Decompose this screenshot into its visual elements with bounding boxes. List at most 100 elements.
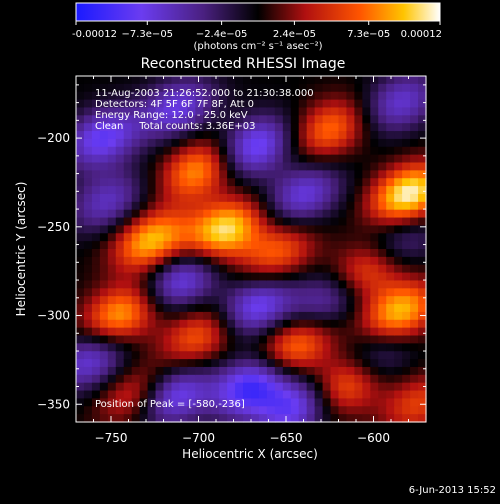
heatmap-cell [322,99,332,109]
heatmap-cell [139,249,149,258]
heatmap-cell [123,233,133,242]
heatmap-cell [298,374,308,384]
heatmap-cell [155,162,165,171]
heatmap-cell [131,154,141,164]
heatmap-cell [402,233,411,242]
heatmap-cell [314,280,324,289]
heatmap-cell [394,264,403,274]
heatmap-cell [251,280,260,289]
heatmap-cell [139,225,149,234]
heatmap-cell [410,374,419,384]
heatmap-cell [378,366,387,376]
heatmap-cell [306,390,316,400]
heatmap-cell [91,209,101,219]
heatmap-cell [370,162,379,171]
heatmap-cell [386,311,395,321]
heatmap-cell [227,343,236,352]
heatmap-cell [131,91,141,101]
heatmap-cell [227,217,236,227]
heatmap-cell [179,343,188,352]
heatmap-cell [394,304,403,313]
heatmap-cell [274,115,284,124]
heatmap-cell [258,280,268,289]
heatmap-cell [83,83,93,93]
heatmap-cell [235,304,244,313]
heatmap-cell [195,414,204,423]
heatmap-cell [139,209,149,219]
heatmap-cell [179,390,188,400]
heatmap-cell [274,217,284,227]
heatmap-cell [227,233,236,242]
heatmap-cell [147,343,157,352]
heatmap-cell [330,154,340,164]
heatmap-cell [386,288,395,297]
colorbar-tick-label: 7.3e−05 [347,29,390,40]
heatmap-cell [362,406,371,415]
heatmap-cell [107,304,117,313]
heatmap-cell [187,209,196,219]
heatmap-cell [290,225,300,234]
heatmap-cell [322,241,332,250]
heatmap-cell [290,406,300,415]
heatmap-cell [314,351,324,360]
heatmap-cell [258,209,268,219]
heatmap-cell [362,335,371,344]
heatmap-cell [243,193,252,203]
heatmap-cell [115,414,125,423]
heatmap-cell [227,288,236,297]
heatmap-cell [139,83,149,93]
heatmap-cell [91,319,101,329]
heatmap-cell [76,217,85,227]
heatmap-cell [266,225,276,234]
heatmap-cell [163,398,173,407]
heatmap-cell [362,193,371,203]
heatmap-cell [346,406,355,415]
heatmap-cell [274,256,284,266]
heatmap-cell [251,311,260,321]
heatmap-cell [338,414,348,423]
heatmap-cell [147,123,157,132]
heatmap-cell [298,99,308,109]
heatmap-cell [266,209,276,219]
heatmap-cell [370,296,379,305]
heatmap-cell [139,115,149,124]
heatmap-cell [171,146,180,156]
heatmap-cell [179,241,188,250]
heatmap-cell [274,107,284,116]
heatmap-cell [346,319,355,329]
heatmap-cell [147,366,157,376]
heatmap-cell [115,398,125,407]
heatmap-cell [227,225,236,234]
heatmap-cell [394,170,403,179]
heatmap-cell [370,83,379,93]
heatmap-cell [163,201,173,211]
heatmap-cell [402,374,411,384]
heatmap-cell [362,83,371,93]
heatmap-cell [402,123,411,132]
heatmap-cell [322,264,332,274]
heatmap-cell [179,178,188,187]
heatmap-cell [346,249,355,258]
heatmap-cell [346,311,355,321]
heatmap-cell [227,178,236,187]
heatmap-cell [203,366,212,376]
heatmap-cell [179,154,188,164]
heatmap-cell [211,311,220,321]
heatmap-cell [195,374,204,384]
heatmap-cell [282,288,292,297]
heatmap-cell [274,91,284,101]
heatmap-cell [306,343,316,352]
heatmap-cell [227,76,236,85]
heatmap-cell [314,131,324,140]
heatmap-cell [76,264,85,274]
heatmap-cell [298,359,308,368]
heatmap-cell [235,193,244,203]
heatmap-cell [330,225,340,234]
heatmap-cell [163,366,173,376]
heatmap-cell [123,201,133,211]
heatmap-cell [131,327,141,337]
heatmap-cell [147,414,157,423]
heatmap-cell [346,272,355,282]
heatmap-cell [394,193,403,203]
heatmap-cell [187,99,196,109]
